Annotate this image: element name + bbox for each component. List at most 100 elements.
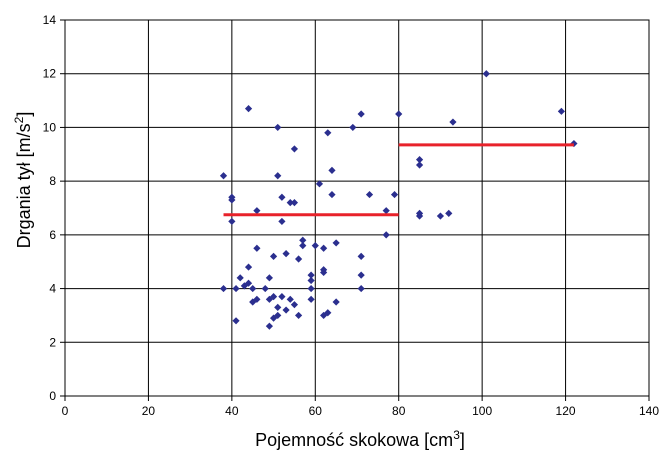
data-point [307, 271, 315, 279]
data-point [269, 293, 278, 301]
data-point [324, 309, 332, 317]
data-point [382, 231, 390, 239]
data-point [278, 193, 286, 201]
data-point [261, 284, 269, 293]
tick-labels: 0 20 40 60 80 100 120 140 0 2 4 6 8 10 12 14 [43, 13, 660, 418]
data-point [436, 212, 445, 220]
data-point [282, 250, 290, 258]
data-point [349, 123, 357, 132]
data-point [269, 314, 278, 322]
y-tick-label: 4 [49, 282, 56, 296]
data-point [395, 110, 403, 118]
data-point [228, 217, 236, 226]
data-point [415, 209, 424, 217]
data-point [236, 274, 244, 282]
data-point [290, 145, 299, 153]
data-point [253, 207, 261, 215]
data-point [320, 244, 328, 252]
data-point [315, 180, 324, 188]
x-tick-label: 40 [225, 404, 239, 418]
data-point [328, 190, 336, 199]
data-point [290, 199, 299, 207]
x-axis-label: Pojemność skokowa [cm3] [255, 428, 465, 450]
data-point [307, 284, 315, 293]
data-point [278, 217, 286, 226]
data-point [249, 284, 257, 293]
data-point [295, 311, 303, 320]
y-tick-label: 12 [43, 67, 57, 81]
data-point [357, 252, 365, 260]
data-point [240, 282, 248, 290]
data-point [232, 284, 240, 293]
x-tick-label: 60 [309, 404, 323, 418]
data-point [320, 311, 328, 320]
data-point [299, 242, 307, 250]
data-point [320, 266, 328, 274]
data-point [357, 271, 365, 279]
data-point [286, 295, 294, 303]
y-tick-label: 6 [49, 228, 56, 242]
data-point [365, 190, 374, 199]
data-point [219, 172, 228, 180]
data-point [357, 110, 365, 118]
data-point [228, 193, 236, 201]
y-tick-label: 10 [43, 120, 57, 134]
plot-frame [64, 19, 650, 397]
data-points [219, 70, 578, 330]
data-point [278, 293, 286, 301]
data-point [244, 105, 253, 113]
data-point [295, 255, 303, 263]
y-tick-label: 0 [49, 389, 56, 403]
data-point [415, 161, 424, 169]
x-tick-label: 20 [142, 404, 156, 418]
x-tick-label: 80 [392, 404, 406, 418]
data-point [253, 295, 261, 303]
data-point [328, 166, 336, 174]
data-point [390, 190, 399, 199]
x-axis-label-end: ] [460, 430, 465, 450]
data-point [232, 317, 240, 325]
y-axis-label-end: ] [14, 112, 34, 117]
data-point [274, 172, 282, 180]
data-point [299, 236, 307, 244]
data-point [265, 295, 273, 303]
data-point [357, 284, 365, 293]
x-tick-label: 100 [472, 404, 492, 418]
reference-lines [223, 143, 574, 217]
data-point [274, 311, 282, 320]
data-point [244, 263, 253, 271]
data-point [332, 239, 340, 247]
data-point [282, 306, 290, 314]
data-point [244, 279, 253, 287]
data-point [482, 70, 490, 78]
data-point [219, 284, 228, 293]
data-point [286, 199, 294, 207]
data-point [307, 276, 315, 285]
data-point [274, 123, 282, 132]
y-tick-label: 2 [49, 335, 56, 349]
x-tick-label: 0 [62, 404, 69, 418]
x-axis-label-superscript: 3 [453, 428, 460, 442]
data-point [265, 274, 273, 282]
data-point [311, 242, 319, 250]
x-tick-label: 140 [639, 404, 659, 418]
x-tick-label: 120 [556, 404, 576, 418]
data-point [265, 322, 273, 330]
data-point [274, 303, 282, 311]
data-point [307, 295, 315, 303]
y-axis-label-superscript: 2 [12, 116, 26, 123]
data-point [415, 156, 424, 164]
data-point [253, 244, 261, 252]
y-tick-label: 14 [43, 13, 57, 27]
data-point [449, 118, 457, 126]
y-axis-label: Drgania tył [m/s2] [12, 112, 34, 249]
grid-lines [64, 19, 650, 397]
data-point [269, 252, 278, 260]
data-point [557, 107, 565, 115]
data-point [332, 298, 340, 306]
data-point [290, 301, 299, 309]
data-point [382, 207, 390, 215]
data-point [445, 209, 453, 217]
